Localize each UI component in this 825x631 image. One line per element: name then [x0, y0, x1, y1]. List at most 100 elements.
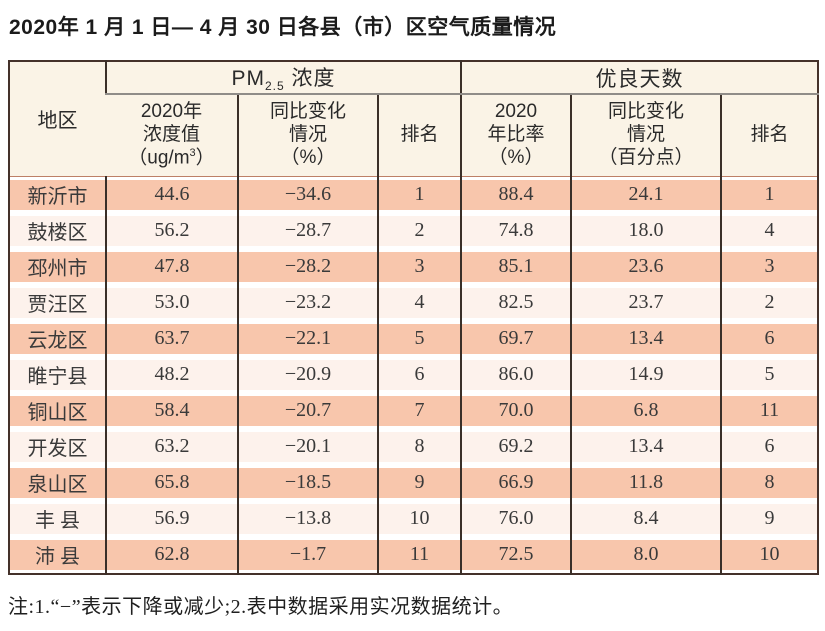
cell-days-rank: 5 — [720, 356, 818, 393]
header-region: 地区 — [9, 61, 106, 177]
cell-days-change: 18.0 — [570, 212, 721, 249]
cell-region: 新沂市 — [9, 176, 106, 213]
cell-days-change: 8.0 — [570, 536, 721, 574]
cell-days-ratio: 88.4 — [460, 176, 571, 213]
cell-days-ratio: 70.0 — [460, 392, 571, 429]
header-line: 情况 — [626, 124, 665, 146]
cell-days-change: 11.8 — [570, 464, 721, 501]
table-row: 睢宁县 48.2 −20.9 6 86.0 14.9 5 — [9, 356, 818, 393]
cell-region: 丰 县 — [9, 500, 106, 537]
cell-region: 贾汪区 — [9, 284, 106, 321]
header-pm-group: PM2.5 浓度 — [105, 61, 461, 96]
table-row: 铜山区 58.4 −20.7 7 70.0 6.8 11 — [9, 392, 818, 429]
cell-days-ratio: 66.9 — [460, 464, 571, 501]
cell-days-change: 6.8 — [570, 392, 721, 429]
cell-pm-value: 48.2 — [105, 356, 238, 393]
header-line: 同比变化 — [269, 101, 346, 123]
cell-pm-value: 58.4 — [105, 392, 238, 429]
cell-days-rank: 9 — [720, 500, 818, 537]
header-line: （%） — [488, 146, 544, 168]
cell-pm-change: −20.9 — [237, 356, 378, 393]
pm-group-prefix: PM — [231, 67, 265, 90]
cell-days-ratio: 69.7 — [460, 320, 571, 357]
header-line: 2020年 — [140, 101, 203, 123]
cell-pm-rank: 5 — [377, 320, 461, 357]
cell-days-rank: 3 — [720, 248, 818, 285]
sub-header-row: 2020年 浓度值 （ug/m3） 同比变化 情况 （%） 排名 2020 年比… — [9, 94, 818, 177]
cell-days-rank: 1 — [720, 176, 818, 213]
cell-region: 云龙区 — [9, 320, 106, 357]
cell-days-rank: 4 — [720, 212, 818, 249]
cell-pm-value: 62.8 — [105, 536, 238, 574]
cell-pm-change: −34.6 — [237, 176, 378, 213]
cell-pm-value: 56.2 — [105, 212, 238, 249]
cell-days-change: 23.7 — [570, 284, 721, 321]
header-line: 年比率 — [487, 124, 545, 146]
cell-pm-change: −20.7 — [237, 392, 378, 429]
cell-days-change: 13.4 — [570, 428, 721, 465]
cell-days-rank: 6 — [720, 320, 818, 357]
footnote: 注:1.“−”表示下降或减少;2.表中数据采用实况数据统计。 — [8, 595, 514, 618]
cell-days-ratio: 74.8 — [460, 212, 571, 249]
unit-suffix: ） — [195, 147, 215, 168]
table-row: 沛 县 62.8 −1.7 11 72.5 8.0 10 — [9, 536, 818, 574]
cell-days-ratio: 85.1 — [460, 248, 571, 285]
cell-days-ratio: 69.2 — [460, 428, 571, 465]
table-row: 新沂市 44.6 −34.6 1 88.4 24.1 1 — [9, 176, 818, 213]
cell-pm-rank: 10 — [377, 500, 461, 537]
cell-region: 泉山区 — [9, 464, 106, 501]
cell-pm-rank: 4 — [377, 284, 461, 321]
header-days-change: 同比变化 情况 （百分点） — [570, 94, 721, 177]
cell-days-change: 23.6 — [570, 248, 721, 285]
cell-region: 睢宁县 — [9, 356, 106, 393]
cell-days-change: 24.1 — [570, 176, 721, 213]
cell-pm-value: 65.8 — [105, 464, 238, 501]
cell-days-ratio: 76.0 — [460, 500, 571, 537]
header-days-ratio: 2020 年比率 （%） — [460, 94, 571, 177]
cell-pm-rank: 3 — [377, 248, 461, 285]
cell-pm-rank: 1 — [377, 176, 461, 213]
cell-days-change: 8.4 — [570, 500, 721, 537]
header-line: （百分点） — [598, 146, 694, 168]
header-line: 浓度值 — [142, 123, 200, 145]
cell-days-rank: 10 — [720, 536, 818, 574]
header-line: （%） — [280, 146, 336, 168]
cell-pm-change: −22.1 — [237, 320, 378, 357]
table-body: 新沂市 44.6 −34.6 1 88.4 24.1 1 鼓楼区 56.2 −28.7 2 74.8 1… — [9, 176, 818, 574]
cell-pm-value: 63.7 — [105, 320, 238, 357]
pm-group-suffix: 浓度 — [284, 67, 336, 90]
table-row: 开发区 63.2 −20.1 8 69.2 13.4 6 — [9, 428, 818, 465]
cell-pm-rank: 11 — [377, 536, 461, 574]
table-header: 地区 PM2.5 浓度 优良天数 2020年 浓度值 （ug/m3） 同比变化 … — [9, 61, 818, 177]
unit-superscript: 3 — [189, 146, 196, 159]
cell-days-ratio: 86.0 — [460, 356, 571, 393]
cell-days-change: 14.9 — [570, 356, 721, 393]
cell-days-rank: 6 — [720, 428, 818, 465]
cell-days-ratio: 72.5 — [460, 536, 571, 574]
cell-pm-change: −13.8 — [237, 500, 378, 537]
cell-days-change: 13.4 — [570, 320, 721, 357]
pm-group-subscript: 2.5 — [264, 79, 285, 94]
cell-pm-rank: 6 — [377, 356, 461, 393]
cell-pm-rank: 9 — [377, 464, 461, 501]
table-row: 丰 县 56.9 −13.8 10 76.0 8.4 9 — [9, 500, 818, 537]
header-line: 情况 — [288, 124, 327, 146]
page-title: 2020年 1 月 1 日— 4 月 30 日各县（市）区空气质量情况 — [9, 16, 557, 39]
table-row: 泉山区 65.8 −18.5 9 66.9 11.8 8 — [9, 464, 818, 501]
cell-days-ratio: 82.5 — [460, 284, 571, 321]
cell-pm-change: −28.2 — [237, 248, 378, 285]
cell-pm-value: 47.8 — [105, 248, 238, 285]
table-row: 鼓楼区 56.2 −28.7 2 74.8 18.0 4 — [9, 212, 818, 249]
cell-region: 鼓楼区 — [9, 212, 106, 249]
group-header-row: 地区 PM2.5 浓度 优良天数 — [9, 61, 818, 177]
cell-pm-value: 56.9 — [105, 500, 238, 537]
header-line: 同比变化 — [607, 101, 684, 123]
cell-pm-rank: 8 — [377, 428, 461, 465]
table-row: 云龙区 63.7 −22.1 5 69.7 13.4 6 — [9, 320, 818, 357]
header-line: 2020 — [494, 101, 538, 123]
cell-pm-change: −23.2 — [237, 284, 378, 321]
cell-pm-change: −20.1 — [237, 428, 378, 465]
table-row: 贾汪区 53.0 −23.2 4 82.5 23.7 2 — [9, 284, 818, 321]
cell-region: 铜山区 — [9, 392, 106, 429]
cell-pm-change: −1.7 — [237, 536, 378, 574]
